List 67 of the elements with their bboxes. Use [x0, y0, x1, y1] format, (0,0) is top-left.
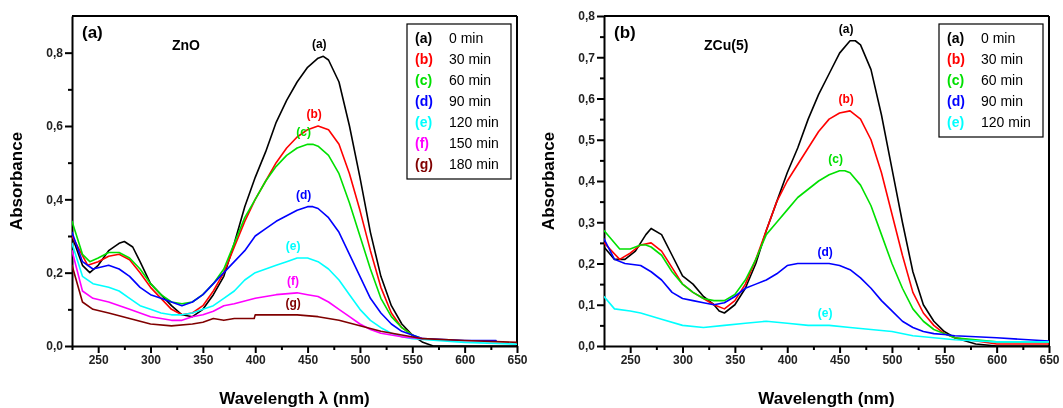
x-axis-title: Wavelength λ (nm): [219, 389, 370, 408]
annotation: (e): [285, 239, 301, 253]
annotation: (e): [817, 306, 833, 321]
line-series: [72, 205, 497, 342]
annotation: (g): [285, 295, 301, 310]
x-tick-label: 500: [882, 352, 903, 367]
y-tick-label: 0,3: [578, 215, 596, 230]
x-tick-label: 350: [193, 352, 214, 367]
text: ZnO: [172, 37, 201, 53]
line-series: [604, 237, 1049, 342]
y-tick-label: 0,8: [578, 9, 596, 24]
y-tick-label: 0,2: [578, 256, 596, 271]
annotation: (c): [828, 151, 843, 166]
y-tick-label: 0,7: [578, 50, 596, 65]
annotation: (a): [311, 37, 327, 52]
y-tick-label: 0,0: [578, 339, 596, 354]
annotation: (d): [817, 244, 833, 259]
x-tick-label: 300: [141, 352, 162, 367]
text: (b) 30 min: [415, 51, 492, 67]
line-series: [604, 295, 1049, 343]
text: (d) 90 min: [947, 93, 1024, 109]
text: (f) 150 min: [415, 135, 499, 151]
text: (c) 60 min: [415, 72, 492, 88]
x-tick-label: 650: [507, 352, 528, 367]
y-tick-label: 0,5: [578, 133, 596, 148]
text: (c) 60 min: [947, 72, 1024, 88]
y-tick-label: 0,1: [578, 298, 596, 313]
y-tick-label: 0,4: [46, 192, 64, 207]
text: (e) 120 min: [947, 114, 1031, 130]
text: (b) 30 min: [947, 51, 1024, 67]
text: ZCu(5): [704, 37, 749, 53]
y-tick-label: 0,6: [578, 91, 596, 106]
annotation: (f): [287, 273, 300, 288]
x-tick-label: 250: [620, 352, 642, 367]
chart-title: (a): [82, 23, 103, 42]
annotation: (d): [295, 187, 312, 202]
text: (a) 0 min: [947, 30, 1016, 46]
x-tick-label: 600: [455, 352, 476, 367]
x-tick-label: 250: [88, 352, 110, 367]
x-tick-label: 400: [777, 352, 799, 367]
y-tick-label: 0,4: [578, 174, 596, 189]
text: (g) 180 min: [415, 156, 499, 172]
x-tick-label: 500: [350, 352, 371, 367]
x-tick-label: 600: [987, 352, 1008, 367]
annotation: (b): [838, 91, 854, 106]
x-tick-label: 450: [298, 352, 319, 367]
x-tick-label: 350: [725, 352, 746, 367]
x-tick-label: 650: [1039, 352, 1060, 367]
x-tick-label: 400: [245, 352, 267, 367]
x-tick-label: 550: [402, 352, 424, 367]
line-series: [72, 264, 517, 344]
chart-title: (b): [614, 23, 636, 42]
y-tick-label: 0,6: [46, 119, 64, 134]
y-tick-label: 0,2: [46, 266, 64, 281]
annotation: (a): [838, 21, 854, 36]
text: (e) 120 min: [415, 114, 499, 130]
x-axis-title: Wavelength (nm): [758, 389, 895, 408]
x-tick-label: 300: [673, 352, 694, 367]
text: (d) 90 min: [415, 93, 492, 109]
x-tick-label: 550: [934, 352, 956, 367]
text: (a) 0 min: [415, 30, 484, 46]
y-tick-label: 0,8: [46, 46, 64, 61]
y-tick-label: 0,0: [46, 339, 64, 354]
annotation: (b): [306, 107, 322, 121]
y-axis-title: Absorbance: [7, 131, 26, 231]
y-axis-title: Absorbance: [539, 131, 558, 231]
x-tick-label: 450: [830, 352, 851, 367]
